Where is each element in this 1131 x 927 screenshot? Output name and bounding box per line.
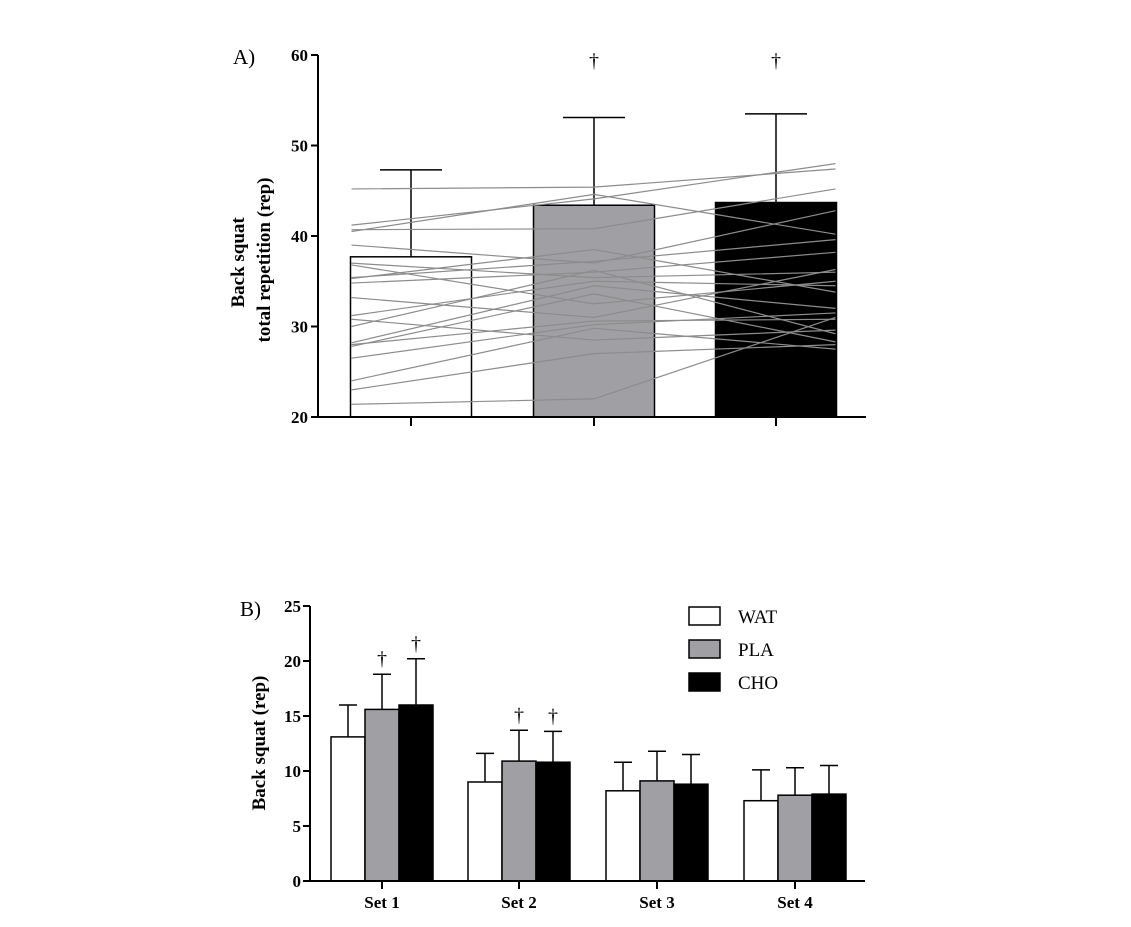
panel-b-repetitions-per-set: B) Back squat (rep) WAT PLA CHO † † † † 0 5 10 15… [240,597,865,912]
panel-a-total-repetitions: A) Back squat total repetition (rep) 20 3… [228,45,866,427]
panel-a-label: A) [233,45,255,69]
legend-label-wat: WAT [738,607,777,628]
panel-b-y-axis-title: Back squat (rep) [249,676,270,811]
panel-a-participant-line-21 [351,168,836,190]
panel-a-participant-line-7 [351,285,836,344]
panel-b-label: B) [240,597,261,621]
panel-a-participant-line-5 [351,293,836,347]
panel-b-y-tick-label-15: 15 [284,707,301,726]
legend-swatch-pla [688,639,721,659]
panel-a-participant-line-9 [351,318,836,341]
panel-a-bar-pla [532,204,656,418]
panel-a-participant-line-14 [351,239,836,279]
panel-b-y-tick-label-0: 0 [293,872,302,891]
panel-a-participant-line-3 [351,327,836,382]
panel-a-participant-line-17 [351,210,836,264]
panel-a-y-tick-label-50: 50 [291,137,308,156]
panel-a-participant-line-8 [351,269,836,335]
panel-a-participant-line-13 [351,248,836,293]
panel-a-y-axis-title: Back squat total repetition (rep) [228,178,275,343]
panel-b-bar-pla-set-1 [364,708,400,882]
panel-b-legend: WAT PLA CHO [688,606,778,694]
panel-a-y-axis-title-line-1: Back squat [228,217,249,308]
panel-b-bar-cho-set-4 [811,793,847,882]
panel-b-bar-pla-set-3 [639,780,675,882]
panel-b-bar-cho-set-1 [398,704,434,882]
panel-a-significance-pla: † [589,50,599,72]
panel-b-bar-pla-set-4 [777,794,813,882]
panel-b-category-label-3: Set 3 [639,893,674,912]
panel-b-bar-cho-set-2 [535,761,571,882]
panel-b-y-tick-label-10: 10 [284,762,301,781]
panel-b-significance-pla-set-2: † [514,704,524,726]
panel-a-participant-line-16 [351,262,836,279]
panel-a-participant-line-18 [351,193,836,235]
panel-a-y-tick-label-60: 60 [291,46,308,65]
panel-a-participant-line-12 [351,251,836,284]
panel-b-significance-cho-set-1: † [411,633,421,655]
panel-b-category-label-1: Set 1 [364,893,399,912]
panel-a-bar-cho [714,201,838,418]
panel-b-significance-cho-set-2: † [548,705,558,727]
panel-b-y-tick-label-25: 25 [284,597,301,616]
panel-a-y-tick-label-40: 40 [291,227,308,246]
panel-b-category-label-2: Set 2 [501,893,536,912]
panel-b-bar-wat-set-4 [743,799,779,882]
panel-b-bar-wat-set-1 [330,736,366,882]
panel-a-participant-line-19 [351,188,836,231]
legend-swatch-wat [688,606,721,626]
panel-b-y-tick-label-20: 20 [284,652,301,671]
panel-b-significance-pla-set-1: † [377,648,387,670]
panel-a-participant-line-1 [351,316,836,405]
panel-a-participant-line-15 [351,264,836,305]
panel-b-bar-wat-set-3 [605,790,641,882]
legend-swatch-cho [688,672,721,692]
panel-b-category-label-4: Set 4 [777,893,813,912]
panel-a-significance-cho: † [771,50,781,72]
panel-a-participant-line-2 [351,344,836,391]
panel-a-participant-line-11 [351,268,836,319]
panel-a-participant-line-4 [351,312,836,359]
legend-label-cho: CHO [738,673,778,694]
panel-b-y-tick-label-5: 5 [293,817,302,836]
legend-label-pla: PLA [738,640,774,661]
panel-b-bar-wat-set-2 [467,781,503,882]
panel-a-y-axis-title-line-2: total repetition (rep) [254,178,275,343]
panel-a-y-tick-label-20: 20 [291,408,308,427]
panel-b-bar-pla-set-2 [501,760,537,882]
panel-a-y-tick-label-30: 30 [291,318,308,337]
panel-b-bar-cho-set-3 [673,783,709,882]
panel-a-participant-line-6 [351,318,836,346]
